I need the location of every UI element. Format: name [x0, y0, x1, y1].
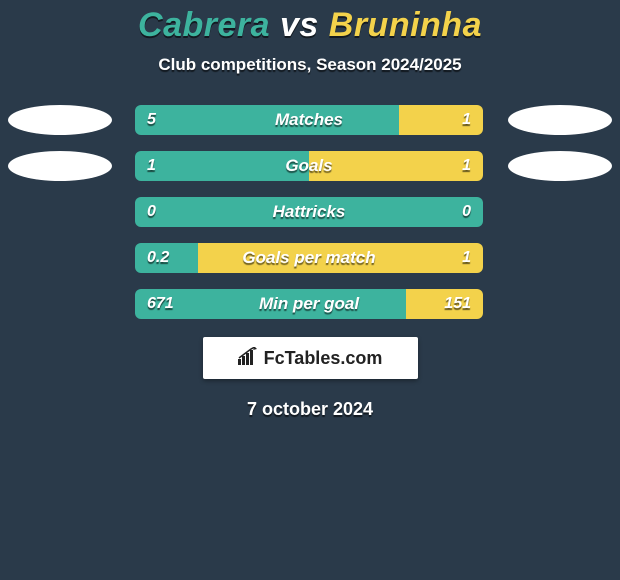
- stat-bar: 00Hattricks: [135, 197, 483, 227]
- logo-text: FcTables.com: [264, 348, 383, 369]
- club-badge-left: [8, 105, 112, 135]
- stat-left-value: 0: [147, 197, 156, 227]
- stat-bar: 11Goals: [135, 151, 483, 181]
- vs-label: vs: [280, 6, 319, 44]
- stat-right-value: 1: [462, 151, 471, 181]
- stat-row: 51Matches: [0, 105, 620, 135]
- stat-row: 0.21Goals per match: [0, 243, 620, 273]
- stat-row: 00Hattricks: [0, 197, 620, 227]
- stat-rows: 51Matches11Goals00Hattricks0.21Goals per…: [0, 105, 620, 319]
- bar-chart-icon: [238, 347, 260, 370]
- bar-left-segment: [135, 151, 309, 181]
- stat-right-value: 151: [444, 289, 471, 319]
- stat-left-value: 0.2: [147, 243, 169, 273]
- stat-bar: 671151Min per goal: [135, 289, 483, 319]
- date: 7 october 2024: [0, 399, 620, 420]
- bar-right-segment: [309, 151, 483, 181]
- bar-left-segment: [135, 105, 399, 135]
- logo-box: FcTables.com: [203, 337, 418, 379]
- subtitle: Club competitions, Season 2024/2025: [0, 55, 620, 75]
- stat-left-value: 5: [147, 105, 156, 135]
- logo: FcTables.com: [238, 347, 383, 370]
- stat-row: 11Goals: [0, 151, 620, 181]
- bar-right-segment: [198, 243, 483, 273]
- stat-row: 671151Min per goal: [0, 289, 620, 319]
- stat-right-value: 1: [462, 105, 471, 135]
- stat-left-value: 671: [147, 289, 174, 319]
- club-badge-right: [508, 105, 612, 135]
- club-badge-right: [508, 151, 612, 181]
- bar-left-segment: [135, 197, 483, 227]
- stat-bar: 51Matches: [135, 105, 483, 135]
- bar-left-segment: [135, 289, 406, 319]
- player2-name: Bruninha: [329, 6, 482, 44]
- player1-name: Cabrera: [138, 6, 270, 44]
- stat-right-value: 1: [462, 243, 471, 273]
- stat-bar: 0.21Goals per match: [135, 243, 483, 273]
- stat-right-value: 0: [462, 197, 471, 227]
- comparison-infographic: Cabrera vs Bruninha Club competitions, S…: [0, 6, 620, 580]
- stat-left-value: 1: [147, 151, 156, 181]
- page-title: Cabrera vs Bruninha: [0, 6, 620, 45]
- club-badge-left: [8, 151, 112, 181]
